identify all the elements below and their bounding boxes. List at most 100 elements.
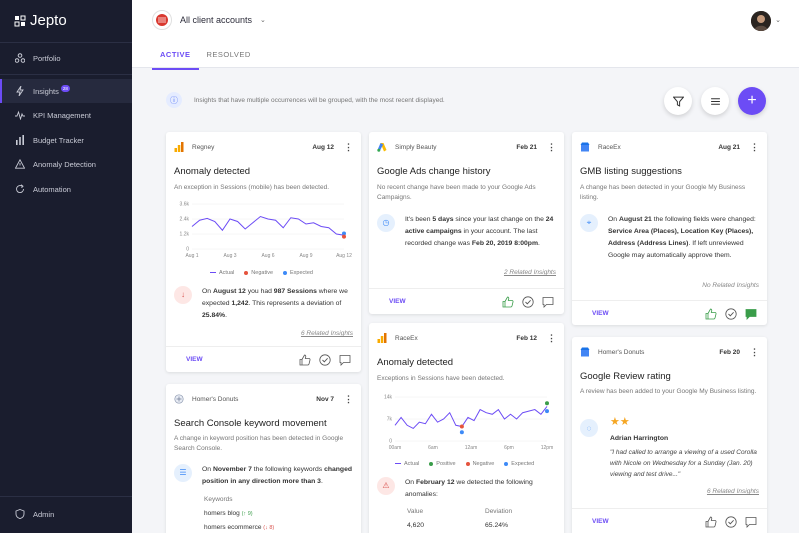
- sidebar-item-anomaly-detection[interactable]: Anomaly Detection: [0, 152, 132, 176]
- thumbs-up-icon[interactable]: [502, 296, 514, 308]
- google-analytics-icon: [174, 142, 184, 152]
- related-insights-link[interactable]: 6 Related Insights: [300, 330, 353, 337]
- legend-positive: Positive: [429, 461, 456, 467]
- related-insights-link[interactable]: 6 Related Insights: [706, 488, 759, 495]
- x-tick-label: 6pm: [504, 445, 514, 451]
- card-date: Nov 7: [316, 395, 334, 403]
- legend-expected: Expected: [504, 461, 534, 467]
- comment-icon[interactable]: [542, 296, 554, 308]
- detail-text: On February 12 we detected the following…: [405, 479, 533, 498]
- anomaly-deviation: 65.24%: [485, 522, 509, 529]
- refresh-icon: [15, 184, 25, 194]
- insight-card-racex-anomaly: RaceEx Feb 12 ⋮ Anomaly detected Excepti…: [369, 323, 564, 533]
- card-description: Exceptions in Sessions have been detecte…: [377, 375, 505, 382]
- sidebar-item-admin[interactable]: Admin: [0, 502, 132, 526]
- comment-icon[interactable]: [745, 516, 757, 528]
- card-title: Search Console keyword movement: [174, 418, 327, 429]
- negative-point: [342, 234, 346, 239]
- app-logo[interactable]: Jepto: [14, 12, 67, 29]
- y-tick-label: 0: [186, 247, 189, 253]
- filter-button[interactable]: [664, 87, 692, 115]
- card-footer: VIEW: [369, 288, 564, 314]
- google-my-business-icon: [580, 347, 590, 357]
- thumbs-up-icon[interactable]: [705, 516, 717, 528]
- x-tick-label: Aug 12: [336, 253, 352, 259]
- sidebar-divider: [0, 74, 132, 75]
- sidebar-divider: [0, 496, 132, 497]
- plus-icon: +: [747, 92, 757, 109]
- card-date: Feb 21: [516, 143, 537, 151]
- account-selector[interactable]: All client accounts ⌄: [152, 10, 266, 30]
- sidebar-item-kpi-management[interactable]: KPI Management: [0, 103, 132, 127]
- sidebar-item-insights[interactable]: Insights 28: [0, 79, 132, 103]
- search-console-icon: [174, 394, 184, 404]
- account-logo-icon: [152, 10, 172, 30]
- expected-point: [342, 231, 346, 236]
- more-options-icon[interactable]: ⋮: [344, 393, 353, 404]
- top-bar: All client accounts ⌄ ACTIVE RESOLVED ⌄: [132, 0, 799, 70]
- check-circle-icon[interactable]: [319, 353, 331, 366]
- comment-icon[interactable]: [339, 354, 351, 366]
- card-footer: VIEW: [572, 508, 767, 533]
- more-options-icon[interactable]: ⋮: [547, 332, 556, 343]
- sidebar-item-budget-tracker[interactable]: Budget Tracker: [0, 128, 132, 152]
- legend-negative: Negative: [465, 461, 494, 467]
- check-circle-icon[interactable]: [725, 515, 737, 528]
- card-footer: VIEW: [166, 346, 361, 372]
- arrow-down-icon: ↓: [174, 286, 192, 304]
- add-insight-button[interactable]: +: [738, 87, 766, 115]
- view-button[interactable]: VIEW: [186, 356, 203, 363]
- card-title: Anomaly detected: [174, 166, 251, 177]
- thumbs-up-icon[interactable]: [705, 308, 717, 320]
- legend-expected: Expected: [283, 270, 313, 276]
- x-tick-label: 12am: [465, 445, 478, 451]
- tab-active[interactable]: ACTIVE: [152, 40, 199, 70]
- more-options-icon[interactable]: ⋮: [344, 141, 353, 152]
- comment-icon[interactable]: [745, 308, 757, 320]
- anomaly-chart-regney: 3.6k 2.4k 1.2k 0 Aug 1 Aug 3 Aug 6 Aug 9 Aug 12: [172, 198, 357, 264]
- y-tick-label: 0: [389, 439, 392, 445]
- related-insights-link[interactable]: 2 Related Insights: [503, 269, 556, 276]
- more-options-icon[interactable]: ⋮: [547, 141, 556, 152]
- user-avatar[interactable]: [751, 11, 771, 31]
- location-pin-icon: ⌖: [580, 214, 598, 232]
- legend-negative: Negative: [244, 270, 273, 276]
- card-detail: ⌖ On August 21 the following fields were…: [580, 214, 759, 262]
- y-tick-label: 1.2k: [180, 232, 190, 238]
- list-view-button[interactable]: [701, 87, 729, 115]
- tab-resolved[interactable]: RESOLVED: [206, 50, 251, 59]
- sidebar-item-automation[interactable]: Automation: [0, 177, 132, 201]
- google-analytics-icon: [377, 333, 387, 343]
- view-button[interactable]: VIEW: [592, 518, 609, 525]
- insights-count-badge: 28: [60, 84, 70, 92]
- view-button[interactable]: VIEW: [389, 298, 406, 305]
- sidebar-item-label: Portfolio: [33, 53, 61, 63]
- series-line-actual: [191, 215, 345, 236]
- chevron-down-icon: ⌄: [260, 17, 266, 24]
- card-description: An exception in Sessions (mobile) has be…: [174, 184, 330, 191]
- card-source: Regney: [192, 143, 215, 151]
- more-options-icon[interactable]: ⋮: [750, 346, 759, 357]
- insight-card-homers-review: Homer's Donuts Feb 20 ⋮ Google Review ra…: [572, 337, 767, 533]
- card-header: Homer's Donuts Feb 20 ⋮: [580, 345, 759, 359]
- card-header: Homer's Donuts Nov 7 ⋮: [174, 392, 353, 406]
- card-title: Anomaly detected: [377, 357, 454, 368]
- y-tick-label: 2.4k: [180, 217, 190, 223]
- thumbs-up-icon[interactable]: [299, 354, 311, 366]
- sidebar-item-portfolio[interactable]: Portfolio: [0, 46, 132, 70]
- check-circle-icon[interactable]: [725, 307, 737, 320]
- insight-card-racex-gmb: RaceEx Aug 21 ⋮ GMB listing suggestions …: [572, 132, 767, 325]
- sidebar-item-label: KPI Management: [33, 110, 91, 120]
- sidebar-item-label: Anomaly Detection: [33, 159, 96, 169]
- check-circle-icon[interactable]: [522, 295, 534, 308]
- expected-point: [545, 409, 549, 414]
- card-source: Simply Beauty: [395, 143, 437, 151]
- more-options-icon[interactable]: ⋮: [750, 141, 759, 152]
- sidebar-item-label: Budget Tracker: [33, 135, 84, 145]
- sidebar: Jepto Portfolio Insights 28 KPI Manageme…: [0, 0, 132, 533]
- x-tick-label: Aug 9: [299, 253, 312, 259]
- tab-bar: ACTIVE RESOLVED: [152, 40, 259, 70]
- chevron-down-icon[interactable]: ⌄: [775, 17, 781, 24]
- positive-point: [545, 401, 549, 406]
- view-button[interactable]: VIEW: [592, 310, 609, 317]
